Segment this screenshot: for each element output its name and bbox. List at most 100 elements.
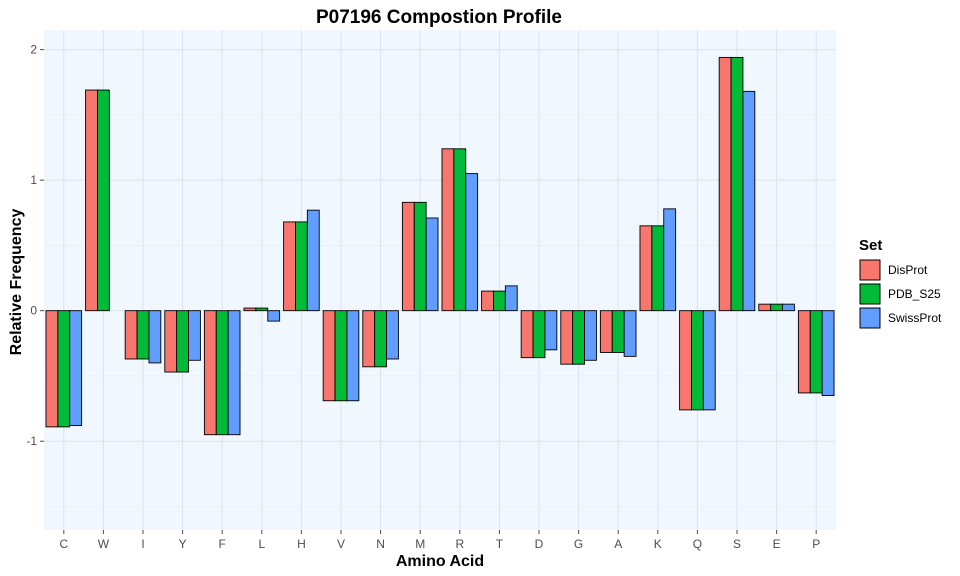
x-tick-label-S: S [733,537,741,551]
bar-swissprot-D [544,310,558,351]
bar-disprot-L [243,307,257,312]
bar-swissprot-I [148,310,162,364]
x-tick-label-R: R [455,537,464,551]
x-tick-label-Y: Y [179,537,187,551]
legend-label-swissprot: SwissProt [888,311,942,325]
bar-pdb-s25-S [730,56,744,312]
legend-label-pdb-s25: PDB_S25 [888,287,941,301]
bar-disprot-E [758,303,772,312]
x-tick-label-E: E [773,537,781,551]
y-tick-label: 0 [30,304,37,318]
bar-swissprot-S [742,90,756,312]
bar-disprot-F [203,310,217,436]
bar-disprot-C [45,310,59,428]
bar-swissprot-Q [702,310,716,411]
bar-swissprot-L [267,310,281,322]
bar-swissprot-Y [188,310,201,361]
x-axis-title: Amino Acid [396,553,484,570]
bar-disprot-Q [679,310,692,411]
x-tick-label-H: H [297,537,306,551]
x-tick-label-M: M [415,537,425,551]
x-tick-label-V: V [337,537,345,551]
x-tick-label-K: K [654,537,662,551]
bar-disprot-W [85,89,98,312]
x-tick-label-G: G [574,537,583,551]
bar-swissprot-M [425,217,439,312]
legend: Set DisProt PDB_S25 SwissProt [859,237,942,329]
bar-pdb-s25-E [770,303,783,312]
y-tick-label: 1 [30,173,37,187]
bar-disprot-S [718,56,732,312]
bar-pdb-s25-D [532,310,546,359]
bar-pdb-s25-F [215,310,229,436]
y-tick-label: -1 [26,434,37,448]
x-tick-label-D: D [535,537,544,551]
bar-swissprot-E [782,303,795,312]
bar-pdb-s25-A [611,310,625,353]
bar-pdb-s25-Y [176,310,189,373]
x-tick-label-I: I [141,537,144,551]
bar-swissprot-P [821,310,835,396]
bar-disprot-N [362,310,376,368]
bar-disprot-M [401,201,415,312]
y-tick-label: 2 [30,43,37,57]
x-tick-label-C: C [59,537,68,551]
bar-pdb-s25-M [413,201,427,312]
x-tick-label-A: A [614,537,622,551]
bar-swissprot-N [386,310,399,360]
bar-swissprot-K [663,208,677,312]
bar-swissprot-H [306,209,320,312]
legend-swatch-swissprot [859,307,881,329]
bar-disprot-V [322,310,336,402]
bar-disprot-D [520,310,534,359]
bar-disprot-K [639,225,653,312]
bar-swissprot-C [69,310,83,427]
bar-pdb-s25-T [493,290,506,312]
bar-swissprot-V [346,310,360,402]
x-tick-label-W: W [98,537,110,551]
bar-pdb-s25-W [97,89,110,312]
bar-disprot-Y [164,310,178,373]
x-tick-label-F: F [219,537,226,551]
y-axis-title: Relative Frequency [8,209,25,356]
legend-label-disprot: DisProt [888,263,928,277]
bar-pdb-s25-L [255,307,269,312]
legend-title: Set [859,237,882,254]
bar-pdb-s25-G [572,310,585,365]
x-tick-label-N: N [376,537,385,551]
bar-disprot-T [481,290,494,312]
x-tick-label-P: P [812,537,820,551]
bar-disprot-A [599,310,613,353]
bar-swissprot-R [465,173,479,312]
bar-disprot-H [283,221,296,312]
bar-pdb-s25-V [334,310,348,402]
plot-panel [44,30,836,530]
bar-swissprot-F [227,310,241,436]
bar-pdb-s25-R [453,148,467,312]
legend-swatch-pdb-s25 [859,283,881,305]
bars [45,56,835,436]
bar-swissprot-G [584,310,597,361]
bar-disprot-R [441,148,455,312]
bar-pdb-s25-P [809,310,823,394]
x-tick-label-T: T [496,537,504,551]
legend-swatch-disprot [859,259,881,281]
bar-swissprot-T [504,285,518,312]
bar-pdb-s25-Q [691,310,704,411]
y-axis-ticks: -1 0 1 2 [26,43,44,448]
x-tick-label-L: L [258,537,265,551]
legend-items: DisProt PDB_S25 SwissProt [859,259,942,329]
bar-pdb-s25-C [57,310,71,428]
x-tick-label-Q: Q [693,537,702,551]
bar-pdb-s25-I [136,310,150,360]
bar-disprot-G [560,310,574,365]
chart-title: P07196 Compostion Profile [316,7,562,28]
bar-disprot-I [124,310,138,360]
bar-pdb-s25-N [374,310,387,368]
bar-pdb-s25-K [651,225,665,312]
bar-swissprot-A [623,310,637,357]
bar-pdb-s25-H [295,221,308,312]
bar-disprot-P [797,310,811,394]
